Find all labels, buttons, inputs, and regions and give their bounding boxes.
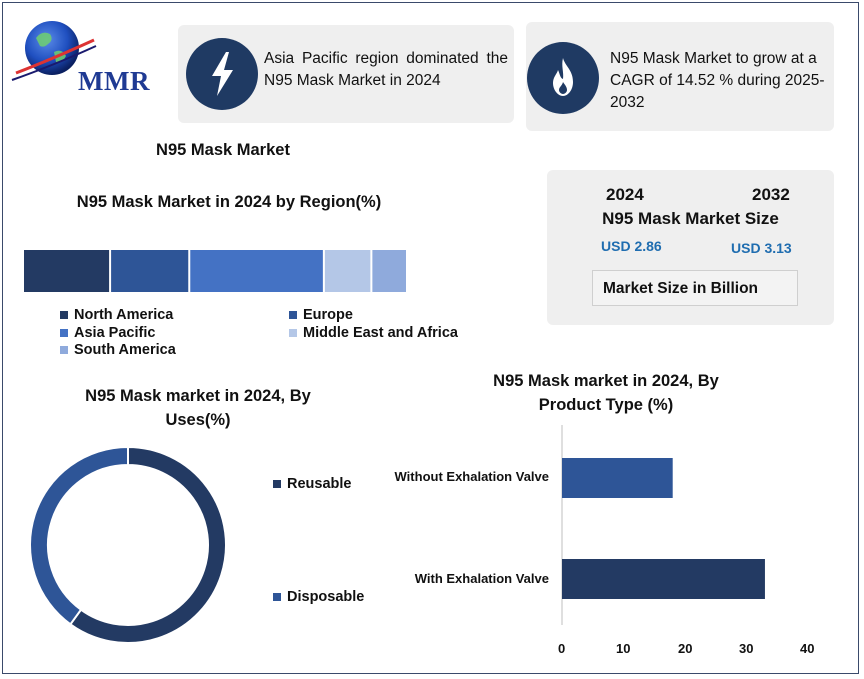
region-chart-title: N95 Mask Market in 2024 by Region(%) — [76, 193, 382, 211]
highlight-card-cagr: N95 Mask Market to grow at a CAGR of 14.… — [526, 22, 834, 131]
x-tick-40: 40 — [800, 641, 815, 656]
legend-swatch — [273, 593, 281, 601]
flame-icon — [527, 42, 599, 114]
highlight-card-region: Asia Pacific region dominated the N95 Ma… — [178, 25, 514, 123]
legend-swatch — [289, 311, 297, 319]
legend-swatch — [273, 480, 281, 488]
highlight-text-cagr: N95 Mask Market to grow at a CAGR of 14.… — [610, 50, 825, 111]
bar-with-exhalation-valve — [562, 559, 765, 599]
lightning-icon — [186, 38, 258, 110]
legend-swatch — [60, 329, 68, 337]
globe-icon — [11, 21, 97, 81]
brand-logo: MMR — [10, 18, 170, 96]
year-start: 2024 — [606, 185, 644, 204]
product-chart-title: N95 Mask market in 2024, By Product Type… — [493, 372, 719, 414]
value-end: USD 3.13 — [731, 240, 792, 256]
brand-name: MMR — [78, 66, 150, 96]
region-stacked-bar — [24, 250, 406, 292]
bar-label-without-valve: Without Exhalation Valve — [394, 469, 549, 484]
legend-disposable: Disposable — [273, 589, 364, 605]
x-tick-30: 30 — [739, 641, 754, 656]
product-bar-chart — [561, 425, 765, 625]
donut-slice-disposable — [29, 445, 129, 626]
region-segment-south-america — [372, 250, 406, 292]
value-start: USD 2.86 — [601, 238, 662, 254]
legend-asia-pacific: Asia Pacific — [60, 325, 155, 341]
legend-swatch — [60, 346, 68, 354]
x-tick-10: 10 — [616, 641, 631, 656]
legend-europe: Europe — [289, 307, 353, 323]
highlight-text-region: Asia Pacific region dominated the N95 Ma… — [264, 50, 508, 89]
uses-donut-chart — [29, 445, 227, 644]
region-segment-middle-east-and-africa — [324, 250, 371, 292]
region-segment-asia-pacific — [190, 250, 323, 292]
region-segment-europe — [111, 250, 189, 292]
main-title: N95 Mask Market — [156, 141, 290, 159]
legend-swatch — [289, 329, 297, 337]
bar-label-with-valve: With Exhalation Valve — [414, 571, 549, 586]
x-tick-0: 0 — [558, 641, 566, 656]
donut-slice-reusable — [68, 445, 227, 644]
unit-note: Market Size in Billion — [592, 270, 798, 306]
market-size-title: N95 Mask Market Size — [602, 209, 779, 228]
year-end: 2032 — [752, 185, 790, 204]
legend-north-america: North America — [60, 307, 173, 323]
legend-reusable: Reusable — [273, 476, 351, 492]
legend-middle-east-africa: Middle East and Africa — [289, 325, 458, 341]
legend-south-america: South America — [60, 342, 176, 358]
uses-chart-title: N95 Mask market in 2024, By Uses(%) — [85, 387, 311, 429]
bar-without-exhalation-valve — [562, 458, 673, 498]
region-segment-north-america — [24, 250, 110, 292]
legend-swatch — [60, 311, 68, 319]
x-tick-20: 20 — [678, 641, 693, 656]
